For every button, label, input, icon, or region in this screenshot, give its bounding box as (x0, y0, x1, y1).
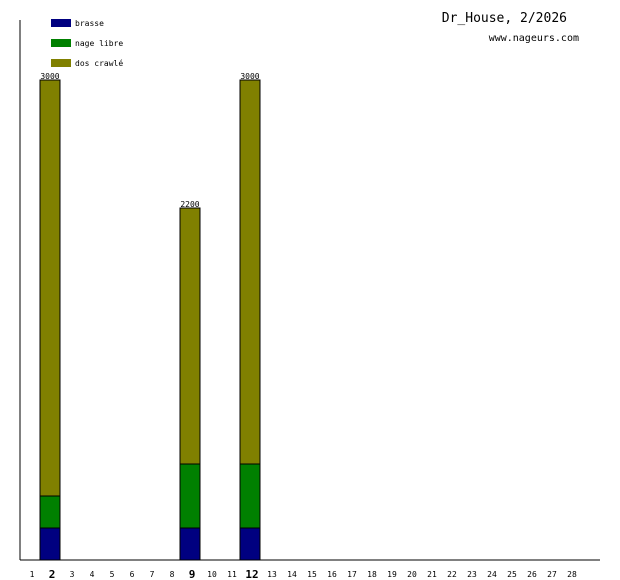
chart-title: Dr_House, 2/2026 (442, 11, 567, 26)
bar-segment-2-0 (39, 527, 61, 561)
bar-segment-9-1 (179, 463, 201, 529)
bar-segment-12-2 (239, 79, 261, 465)
bar-segment-2-1 (39, 495, 61, 529)
bar-segment-12-1 (239, 463, 261, 529)
total-label-9: 2200 (180, 200, 199, 209)
x-tick-7: 7 (150, 570, 155, 579)
x-tick-9: 9 (189, 568, 196, 580)
legend: brasse nage libre dos crawlé (51, 19, 123, 68)
x-tick-13: 13 (267, 570, 277, 579)
legend-swatch-2 (51, 59, 71, 67)
x-tick-26: 26 (527, 570, 537, 579)
legend-label-1: nage libre (75, 39, 123, 48)
total-label-2: 3000 (40, 72, 59, 81)
x-tick-18: 18 (367, 570, 377, 579)
x-tick-14: 14 (287, 570, 297, 579)
legend-swatch-1 (51, 39, 71, 47)
x-tick-11: 11 (227, 570, 237, 579)
x-tick-23: 23 (467, 570, 477, 579)
x-tick-19: 19 (387, 570, 397, 579)
legend-label-2: dos crawlé (75, 58, 123, 68)
x-tick-17: 17 (347, 570, 357, 579)
x-tick-25: 25 (507, 570, 517, 579)
x-tick-20: 20 (407, 570, 417, 579)
x-tick-22: 22 (447, 570, 457, 579)
x-tick-labels: 1 2 3 4 5 6 7 8 9 10 11 12 13 14 15 16 17 18 19 20 21 22 23 24 2… (30, 568, 577, 580)
x-tick-2: 2 (49, 568, 56, 580)
bar-segment-9-0 (179, 527, 201, 561)
x-tick-5: 5 (110, 570, 115, 579)
x-tick-3: 3 (70, 570, 75, 579)
site-url[interactable]: www.nageurs.com (489, 33, 579, 44)
x-tick-15: 15 (307, 570, 317, 579)
total-labels: 3000 2200 3000 (40, 72, 259, 209)
bar-segment-9-2 (179, 207, 201, 465)
x-tick-28: 28 (567, 570, 577, 579)
bar-segment-2-2 (39, 79, 61, 497)
x-tick-1: 1 (30, 570, 35, 579)
total-label-12: 3000 (240, 72, 259, 81)
x-tick-27: 27 (547, 570, 557, 579)
legend-swatch-0 (51, 19, 71, 27)
x-tick-12: 12 (245, 568, 258, 580)
bar-segment-12-0 (239, 527, 261, 561)
x-tick-4: 4 (90, 570, 95, 579)
x-tick-24: 24 (487, 570, 497, 579)
x-tick-21: 21 (427, 570, 437, 579)
legend-label-0: brasse (75, 19, 104, 28)
x-tick-8: 8 (170, 570, 175, 579)
x-tick-10: 10 (207, 570, 217, 579)
x-tick-6: 6 (130, 570, 135, 579)
x-tick-16: 16 (327, 570, 337, 579)
bars (39, 79, 261, 561)
